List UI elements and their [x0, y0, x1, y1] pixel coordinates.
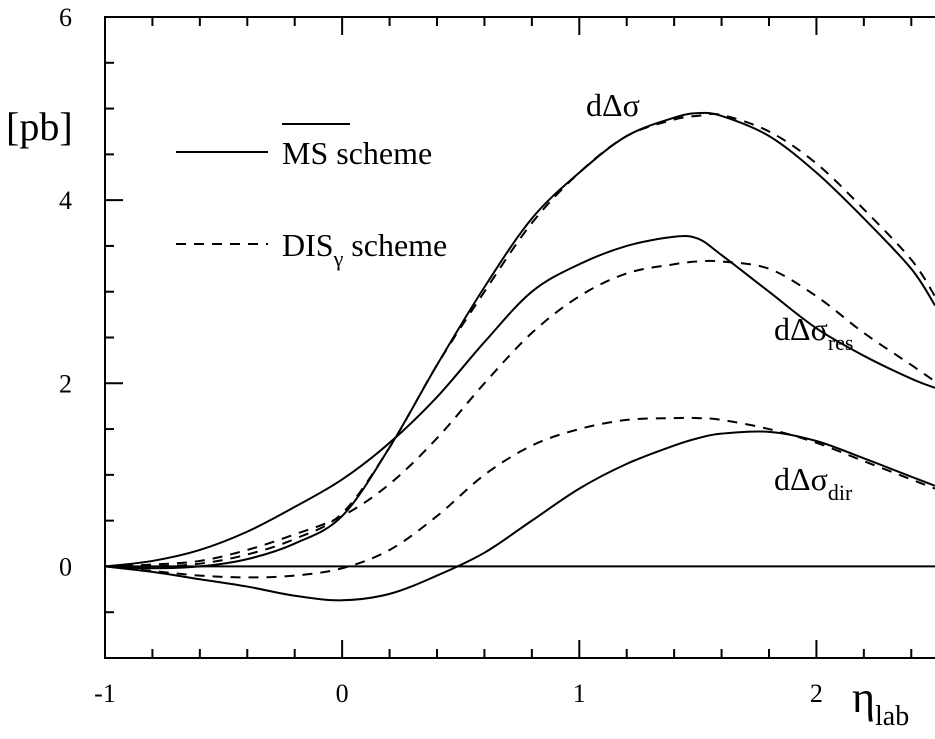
y-tick-label: 2 — [59, 369, 72, 398]
legend-label-ms-rest: scheme — [328, 135, 432, 171]
legend-label-ms: MS scheme — [282, 135, 432, 171]
x-tick-label: -1 — [94, 679, 116, 708]
legend-label-dis-main: DIS — [282, 227, 334, 263]
x-tick-label: 2 — [810, 679, 823, 708]
y-tick-label: 6 — [59, 3, 72, 32]
x-axis-label-main: η — [852, 673, 875, 722]
series-line-dir-dis — [104, 416, 935, 579]
x-tick-label: 0 — [336, 679, 349, 708]
legend-label-ms-main: MS — [282, 135, 328, 171]
annotation-total-main: dΔσ — [586, 87, 640, 123]
series-line-total-dis — [104, 112, 935, 568]
annotation-res: dΔσres — [774, 311, 853, 355]
x-tick-label: 1 — [573, 679, 586, 708]
series-line-dir-ms — [104, 430, 935, 602]
annotation-res-main: dΔσ — [774, 311, 828, 347]
y-tick-label: 0 — [59, 552, 72, 581]
annotation-dir-main: dΔσ — [774, 461, 828, 497]
annotation-dir: dΔσdir — [774, 461, 853, 505]
x-axis-label: ηlab — [852, 673, 909, 732]
annotation-res-sub: res — [828, 330, 854, 355]
annotation-total: dΔσ — [586, 87, 640, 123]
curves — [104, 111, 935, 602]
series-line-res-ms — [104, 235, 935, 568]
y-tick-label: 4 — [59, 186, 72, 215]
series-line-total-ms — [104, 111, 935, 570]
legend: MS scheme DISγ scheme — [176, 123, 447, 271]
annotation-dir-sub: dir — [828, 480, 853, 505]
legend-label-dis-rest: scheme — [343, 227, 447, 263]
legend-label-dis: DISγ scheme — [282, 227, 447, 271]
series-line-res-dis — [104, 259, 935, 568]
legend-label-dis-sub: γ — [333, 246, 344, 271]
axes: -1 0 1 2 0 2 4 6 — [59, 3, 935, 708]
y-axis-label: [pb] — [6, 104, 73, 149]
x-axis-label-sub: lab — [875, 701, 909, 732]
